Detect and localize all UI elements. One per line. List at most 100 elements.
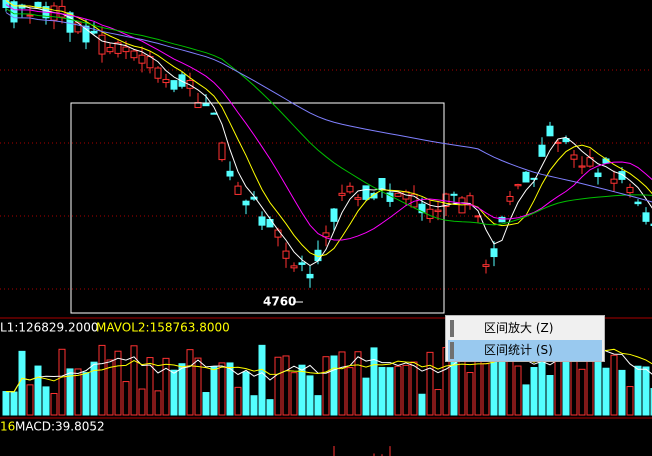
volume-bar [362,377,370,416]
volume-bar [234,386,242,416]
candle-body [450,193,458,196]
candle-body [82,25,90,43]
candle-body [618,171,626,180]
menu-item[interactable]: 区间统计 (S) [448,340,602,361]
volume-bar [514,365,522,416]
volume-bar [130,345,138,416]
menu-item-text: 区间放大 (Z) [484,321,554,335]
volume-ma2-label: MAVOL2:158763.8000 [96,321,230,335]
candle-body [338,192,346,196]
volume-bar [338,351,346,416]
candle-body [506,195,514,202]
volume-bar [322,356,330,416]
volume-bar [266,399,274,416]
volume-bar [98,344,106,416]
candle-body [114,42,122,54]
volume-bar [250,395,258,416]
moving-average [5,0,652,257]
volume-bar [138,388,146,416]
candle-body [418,203,426,214]
volume-bar [458,358,466,416]
candle-body [322,232,330,238]
candle-body [482,264,490,267]
macd-dif-label: 16 [0,420,15,434]
volume-average [5,343,652,393]
volume-bar [474,358,482,416]
volume-bar [618,369,626,416]
volume-bar [114,350,122,416]
volume-bar [642,366,650,416]
volume-bar [58,348,66,416]
candle-body [2,0,10,9]
candle-body [306,273,314,279]
selection-box [70,102,445,314]
volume-bar [26,384,34,416]
candle-body [250,196,258,200]
candle-body [298,262,306,265]
candle-body [26,14,34,17]
candle-body [154,67,162,79]
candle-body [234,185,242,195]
volume-bar [66,368,74,416]
volume-bar [194,357,202,416]
moving-average [5,0,652,267]
candle-body [490,248,498,258]
volume-bar [522,384,530,416]
moving-average [5,4,652,241]
volume-bar [346,367,354,416]
candle-body [210,112,218,115]
volume-bar [314,395,322,416]
volume-bar [122,381,130,416]
volume-bar [426,351,434,416]
candle-body [226,170,234,177]
candle-body [354,197,362,200]
candle-body [594,172,602,178]
candle-body [530,177,538,180]
volume-bar [218,362,226,416]
volume-ma1-label: L1:126829.2000 [0,321,99,335]
volume-bar [306,375,314,416]
volume-bar [546,375,554,416]
candle-body [514,184,522,187]
volume-bar [602,367,610,416]
candle-body [434,209,442,213]
candle-body [266,218,274,228]
volume-bar [50,392,58,416]
volume-bar [482,363,490,416]
candle-body [346,185,354,193]
volume-bar [394,365,402,416]
menu-item[interactable]: 区间放大 (Z) [448,318,602,339]
volume-bar [402,364,410,416]
candle-body [282,250,290,259]
volume-bar [578,368,586,416]
volume-bar [274,356,282,416]
candle-body [130,50,138,59]
context-menu: 区间放大 (Z) 区间统计 (S) [445,315,605,362]
volume-bar [226,362,234,416]
volume-bar [354,351,362,416]
volume-bar [330,355,338,416]
volume-bar [186,349,194,416]
candle-body [498,216,506,223]
candle-body [290,265,298,269]
volume-bar [82,372,90,416]
volume-bar [10,391,18,416]
candle-body [578,165,586,168]
menu-item-text: 区间统计 (S) [484,343,553,357]
volume-bar [242,371,250,416]
volume-bar [178,363,186,416]
candle-body [98,34,106,55]
volume-bar [410,361,418,416]
candle-body [642,212,650,222]
candle-body [274,229,282,238]
volume-bar [370,347,378,416]
candle-body [634,201,642,205]
volume-bar [146,357,154,416]
volume-bar [170,369,178,416]
volume-bar [418,393,426,416]
candle-body [370,192,378,199]
candle-body [186,80,194,89]
volume-bar [2,391,10,416]
volume-bar [258,344,266,416]
